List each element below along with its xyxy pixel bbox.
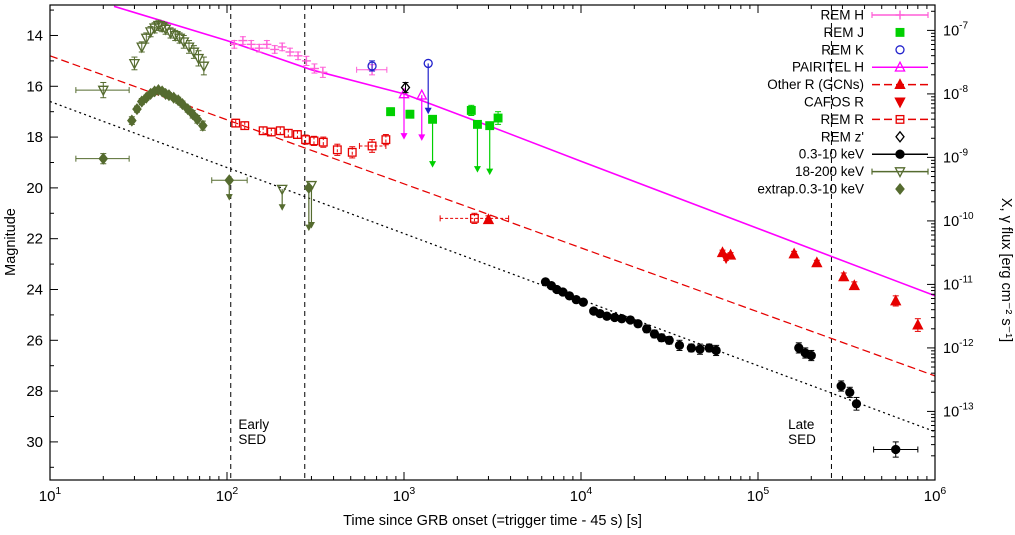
y2-tick-label: 10-10 [943, 211, 974, 230]
upper-limit-arrow-icon [424, 107, 432, 115]
legend-label: REM H [821, 8, 865, 23]
series-extrap-xray [75, 84, 314, 232]
series-rem-r [231, 118, 510, 224]
y2-tick-label: 10-12 [943, 338, 974, 357]
y2-tick-label: 10-11 [943, 274, 973, 293]
series-gamma-18-200-kev [75, 19, 318, 229]
legend-item-rem-j: REM J [824, 25, 905, 40]
y2-tick-label: 10-13 [943, 401, 974, 420]
upper-limit-arrow-icon [429, 161, 437, 168]
series-rem-j [386, 104, 503, 176]
y2-axis-label: X, γ flux [erg cm⁻² s⁻¹] [998, 198, 1014, 342]
axes: 101 102 103 104 105 106 14 16 18 20 22 24 26 28 30 10-7… [3, 4, 1014, 529]
legend-item-gamma-18-200-kev: 18-200 keV [795, 164, 929, 179]
y-tick-label: 20 [26, 180, 43, 197]
legend-item-pairitel-h: PAIRITEL H [792, 60, 928, 75]
legend-item-rem-r: REM R [821, 112, 928, 127]
upper-limit-arrow-icon [305, 224, 313, 232]
legend-item-rem-h: REM H [821, 8, 929, 23]
y-tick-label: 14 [26, 27, 43, 44]
sed-epoch-lines [230, 5, 832, 480]
fit-line [49, 55, 936, 377]
y-tick-label: 26 [26, 332, 43, 349]
fit-lines [49, 5, 936, 433]
upper-limit-arrow-icon [473, 166, 481, 173]
y-axis-label: Magnitude [3, 208, 19, 276]
y-tick-label: 24 [26, 281, 43, 298]
legend-item-other-r-gcns: Other R (GCNs) [767, 77, 928, 92]
series-rem-h [229, 36, 388, 78]
legend-label: REM R [821, 112, 865, 127]
upper-limit-arrow-icon [418, 134, 426, 141]
x-tick-label: 102 [216, 485, 239, 505]
legend-label: CAFOS R [804, 95, 864, 110]
x-tick-label: 106 [924, 485, 947, 505]
legend-label: extrap.0.3-10 keV [757, 182, 864, 197]
y-tick-label: 30 [26, 434, 43, 451]
upper-limit-arrow-icon [486, 168, 494, 176]
y-tick-label: 28 [26, 383, 43, 400]
upper-limit-arrow-icon [225, 194, 233, 201]
legend-item-xray-03-10-kev: 0.3-10 keV [799, 147, 928, 162]
series-cafos-r [720, 253, 732, 265]
series-other-r-gcns [482, 213, 924, 332]
x-tick-label: 103 [393, 485, 416, 505]
legend-item-cafos-r: CAFOS R [804, 95, 906, 110]
sed-annotation: Early SED [238, 417, 269, 447]
upper-limit-arrow-icon [278, 204, 286, 211]
series-xray-03-10-kev [540, 277, 919, 458]
legend-label: REM J [824, 25, 865, 40]
y2-tick-label: 10-7 [943, 20, 968, 39]
legend: REM H REM J REM K PAIRITEL H Other R (GCNs) C… [757, 8, 929, 197]
fit-line [113, 5, 936, 297]
y2-tick-label: 10-9 [943, 147, 968, 166]
legend-label: 18-200 keV [795, 164, 864, 179]
x-axis-label: Time since GRB onset (=trigger time - 45… [343, 513, 642, 529]
legend-label: PAIRITEL H [792, 60, 864, 75]
legend-item-rem-k: REM K [821, 42, 905, 57]
sed-annotation: Late SED [788, 417, 816, 447]
x-tick-label: 101 [39, 485, 62, 505]
x-tick-label: 104 [570, 485, 593, 505]
legend-item-rem-z: REM z' [821, 129, 905, 144]
series-rem-z [400, 81, 411, 94]
fit-line [49, 100, 936, 433]
legend-label: REM K [821, 42, 864, 57]
series-pairitel-h [398, 87, 428, 141]
series-rem-k [367, 58, 433, 115]
y-tick-label: 18 [26, 129, 43, 146]
legend-label: 0.3-10 keV [799, 147, 864, 162]
y-tick-label: 22 [26, 231, 43, 248]
legend-label: Other R (GCNs) [767, 77, 864, 92]
y-tick-label: 16 [26, 78, 43, 95]
x-tick-label: 105 [747, 485, 770, 505]
y2-tick-label: 10-8 [943, 84, 968, 103]
upper-limit-arrow-icon [400, 133, 408, 140]
legend-item-extrap-xray: extrap.0.3-10 keV [757, 182, 905, 197]
legend-label: REM z' [821, 129, 864, 144]
